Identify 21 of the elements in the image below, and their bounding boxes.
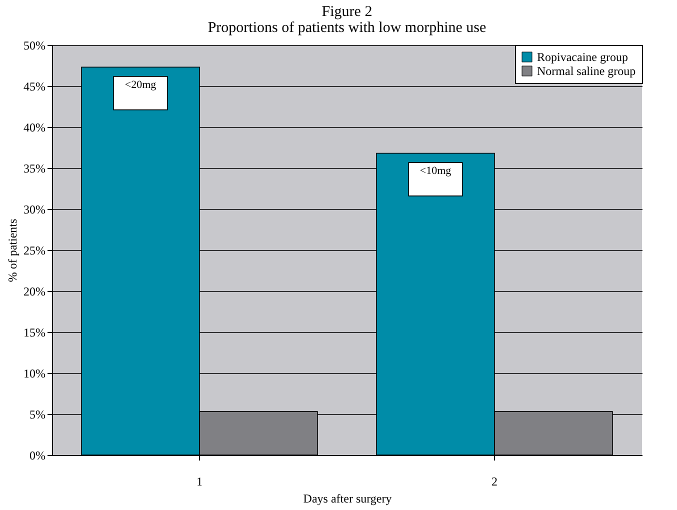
y-tick-label: 15% (24, 326, 46, 340)
legend-label: Ropivacaine group (537, 50, 628, 64)
y-tick-label: 50% (24, 38, 46, 52)
y-tick-label: 10% (24, 366, 46, 380)
chart-subtitle: Proportions of patients with low morphine use (208, 20, 486, 36)
y-axis-title: % of patients (6, 218, 20, 282)
y-tick-label: 40% (24, 120, 46, 134)
x-axis-title: Days after surgery (303, 492, 392, 506)
x-tick-label: 1 (196, 474, 202, 488)
y-tick-label: 25% (24, 244, 46, 258)
y-tick-label: 45% (24, 80, 46, 94)
y-tick-label: 20% (24, 284, 46, 298)
annotation: <20mg (124, 79, 157, 92)
x-tick-label: 2 (492, 474, 498, 488)
legend-label: Normal saline group (537, 64, 636, 78)
y-tick-label: 35% (24, 162, 46, 176)
y-tick-label: 5% (30, 408, 46, 422)
chart-title: Figure 2 (322, 4, 372, 20)
y-tick-label: 0% (30, 448, 46, 462)
annotation: <10mg (420, 165, 452, 178)
y-tick-label: 30% (24, 202, 46, 216)
